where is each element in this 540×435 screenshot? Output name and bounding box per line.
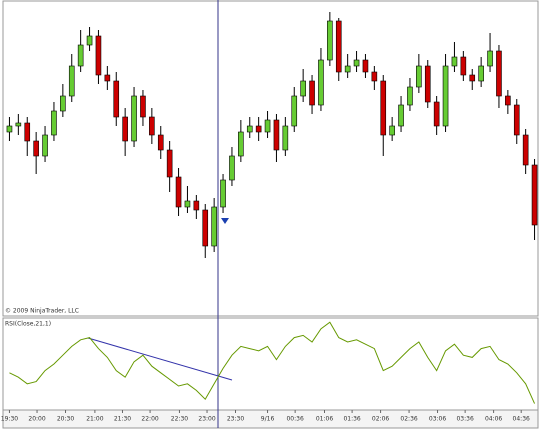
candle-body [371, 71, 378, 82]
candle-body [166, 149, 173, 178]
candle-body [291, 95, 298, 127]
candle-body [229, 155, 235, 181]
x-tick-label: 01:06 [316, 416, 333, 423]
x-tick-label: 23:00 [198, 416, 215, 423]
price-panel [2, 0, 539, 317]
candle-body [318, 59, 324, 106]
candle-body [424, 65, 431, 103]
x-tick-label: 03:36 [456, 416, 473, 423]
candle-body [416, 65, 422, 88]
candle-body [42, 134, 48, 157]
x-tick-label: 01:36 [343, 416, 360, 423]
candle-body [327, 20, 333, 61]
candle-body [51, 110, 57, 136]
candle-body [362, 59, 369, 73]
x-tick-label: 02:36 [400, 416, 417, 423]
signal-marker [221, 218, 229, 224]
candle-body [15, 122, 22, 127]
candle-body [6, 125, 13, 133]
candle-body [246, 125, 253, 133]
candle-body [531, 164, 538, 226]
candle-body [60, 95, 66, 112]
x-tick-label: 23:30 [227, 416, 244, 423]
candle-body [335, 20, 342, 73]
candle-body [33, 140, 39, 157]
candle-body [255, 125, 262, 133]
x-tick-label: 04:36 [513, 416, 530, 423]
candle-body [68, 65, 75, 97]
candle-body [442, 65, 449, 127]
candle-body [513, 104, 520, 136]
candle-body [131, 95, 137, 142]
candle-body [77, 44, 84, 67]
candle-body [149, 116, 155, 136]
candle-body [157, 134, 164, 151]
indicator-label: RSI(Close,21,1) [5, 321, 51, 328]
time-axis [2, 409, 539, 429]
candle-body [104, 74, 111, 82]
candle-body [193, 200, 200, 211]
candle-body [353, 59, 360, 67]
candle-body [122, 116, 128, 142]
x-tick-label: 04:06 [485, 416, 502, 423]
rsi-line [9, 321, 536, 404]
candle-body [451, 56, 458, 67]
candle-body [398, 104, 404, 127]
candle-body [505, 95, 511, 106]
candle-body [264, 119, 271, 133]
candle-body [380, 80, 387, 136]
candle-body [522, 134, 529, 166]
candle-body [389, 125, 395, 136]
x-tick-label: 03:06 [429, 416, 446, 423]
candle-body [24, 122, 31, 142]
candle-body [175, 176, 182, 208]
candle-body [344, 65, 351, 73]
candle-body [469, 74, 476, 82]
candle-body [478, 65, 484, 82]
x-tick-label: 00:36 [286, 416, 303, 423]
candle-body [184, 200, 191, 208]
candle-body [95, 35, 102, 76]
candle-body [496, 50, 502, 97]
candle-body [220, 179, 226, 208]
trendline [87, 337, 233, 381]
candle-body [407, 86, 413, 106]
copyright: © 2009 NinjaTrader, LLC [5, 308, 79, 315]
x-tick-label: 9/16 [261, 416, 275, 423]
x-tick-label: 20:30 [57, 416, 74, 423]
candle-body [113, 80, 120, 118]
x-tick-label: 22:00 [141, 416, 158, 423]
candle-body [140, 95, 146, 118]
candle-body [433, 101, 440, 127]
candle-body [309, 80, 315, 106]
candle-body [238, 131, 244, 157]
x-tick-label: 19:30 [1, 416, 18, 423]
x-tick-label: 20:00 [28, 416, 45, 423]
candle-body [460, 56, 467, 76]
candle-body [300, 80, 306, 97]
x-tick-label: 21:30 [114, 416, 131, 423]
x-tick-label: 02:06 [372, 416, 389, 423]
candle-body [202, 209, 209, 247]
candle-body [273, 119, 280, 151]
candle-body [86, 35, 93, 46]
candle-body [487, 50, 493, 67]
x-tick-label: 22:30 [171, 416, 188, 423]
candle-body [211, 206, 217, 247]
candle-body [282, 125, 289, 151]
x-tick-label: 21:00 [86, 416, 103, 423]
